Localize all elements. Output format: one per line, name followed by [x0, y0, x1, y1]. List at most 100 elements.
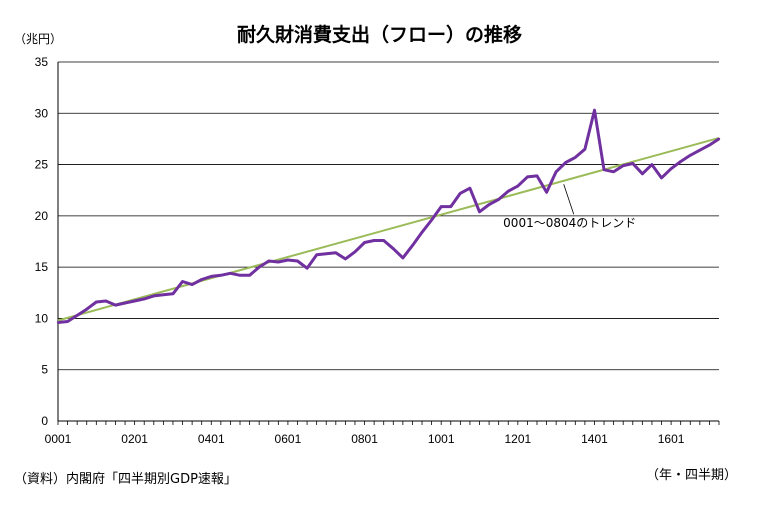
- data-point: [200, 278, 203, 281]
- data-point: [545, 191, 548, 194]
- data-point: [430, 218, 433, 222]
- data-point: [219, 274, 223, 277]
- data-point: [669, 167, 673, 170]
- data-point: [679, 160, 682, 163]
- y-axis-unit-label: （兆円）: [14, 32, 63, 46]
- data-point: [439, 205, 443, 208]
- data-point: [698, 149, 702, 152]
- data-point: [650, 163, 654, 166]
- data-point: [267, 259, 270, 263]
- data-point: [210, 275, 213, 278]
- series-layer: [56, 108, 721, 324]
- trend-layer: [57, 136, 720, 322]
- data-point: [526, 175, 529, 179]
- axis-layer: 0 5 10 15 20 25 30 35 0001 0201 0401 0601 0801 1001 12…: [35, 55, 720, 446]
- data-point: [612, 170, 615, 173]
- data-point: [66, 320, 69, 323]
- y-tick-label-15: 15: [35, 260, 49, 274]
- y-tick-label-25: 25: [35, 158, 49, 172]
- trend-annotation-label: 0001～0804のトレンド: [503, 216, 636, 230]
- y-tick-label-20: 20: [35, 209, 49, 223]
- data-point: [171, 292, 175, 296]
- data-point: [248, 274, 251, 277]
- data-point: [56, 321, 60, 324]
- data-point: [392, 247, 395, 250]
- data-point: [152, 294, 155, 298]
- data-point: [372, 239, 376, 242]
- data-point: [277, 260, 280, 264]
- data-point: [497, 198, 500, 201]
- x-tick-label-0001: 0001: [45, 432, 72, 446]
- data-point: [593, 109, 596, 112]
- y-tick-label-0: 0: [41, 414, 48, 428]
- data-point: [238, 274, 242, 277]
- grid-layer: [58, 61, 719, 371]
- data-point: [449, 205, 452, 208]
- trend-line: [57, 136, 720, 322]
- data-point: [75, 314, 79, 317]
- data-point: [353, 250, 357, 253]
- chart-title: 耐久財消費支出（フロー）の推移: [236, 24, 522, 46]
- data-point: [162, 293, 165, 297]
- data-point: [631, 162, 634, 165]
- x-tick-label-1401: 1401: [581, 432, 608, 446]
- data-point: [181, 280, 184, 283]
- data-point: [564, 161, 567, 164]
- data-point: [602, 168, 606, 171]
- source-note: （資料）内閣府「四半期別GDP速報」: [14, 472, 237, 487]
- data-point: [411, 244, 414, 247]
- data-point: [143, 297, 146, 301]
- data-point: [401, 256, 405, 260]
- x-tick-label-0801: 0801: [351, 432, 378, 446]
- data-point: [554, 170, 558, 173]
- data-point: [315, 253, 318, 257]
- data-point: [344, 257, 347, 261]
- data-point: [708, 143, 711, 147]
- x-tick-label-1201: 1201: [504, 432, 531, 446]
- data-point: [459, 192, 462, 195]
- data-point: [583, 147, 587, 151]
- data-point: [123, 301, 127, 305]
- x-axis-unit-label: （年・四半期）: [645, 468, 737, 483]
- data-point: [420, 231, 424, 234]
- series-line-durable-goods: [57, 108, 720, 324]
- data-point: [133, 299, 136, 303]
- data-point: [334, 251, 338, 254]
- data-point: [286, 258, 290, 262]
- trend-annotation-pointer: [563, 184, 575, 215]
- x-tick-label-1001: 1001: [428, 432, 455, 446]
- annotation-layer: 0001～0804のトレンド: [503, 184, 636, 230]
- data-point: [535, 174, 539, 178]
- data-point: [305, 266, 309, 270]
- x-tick-label-0601: 0601: [275, 432, 302, 446]
- x-tick-label-0201: 0201: [121, 432, 148, 446]
- y-tick-label-5: 5: [41, 363, 48, 377]
- data-point: [296, 259, 299, 263]
- y-tick-label-35: 35: [35, 55, 49, 69]
- data-point: [717, 137, 721, 141]
- data-point: [229, 272, 232, 275]
- data-point: [641, 172, 644, 176]
- data-point: [660, 176, 663, 180]
- data-point: [478, 210, 481, 213]
- data-point: [114, 303, 117, 307]
- data-point: [190, 283, 194, 286]
- data-point: [363, 241, 366, 244]
- data-point: [622, 164, 625, 167]
- data-point: [85, 307, 88, 311]
- data-point: [95, 300, 98, 304]
- data-point: [487, 203, 491, 206]
- data-point: [382, 239, 385, 242]
- data-point: [468, 186, 472, 190]
- data-point: [574, 156, 577, 159]
- data-point: [507, 190, 510, 193]
- data-point: [257, 265, 261, 269]
- data-point: [516, 184, 520, 188]
- x-tick-label-1601: 1601: [658, 432, 685, 446]
- y-tick-label-10: 10: [35, 311, 49, 325]
- data-point: [325, 252, 328, 256]
- data-point: [689, 154, 692, 157]
- data-point: [104, 299, 108, 303]
- y-tick-label-30: 30: [35, 106, 49, 120]
